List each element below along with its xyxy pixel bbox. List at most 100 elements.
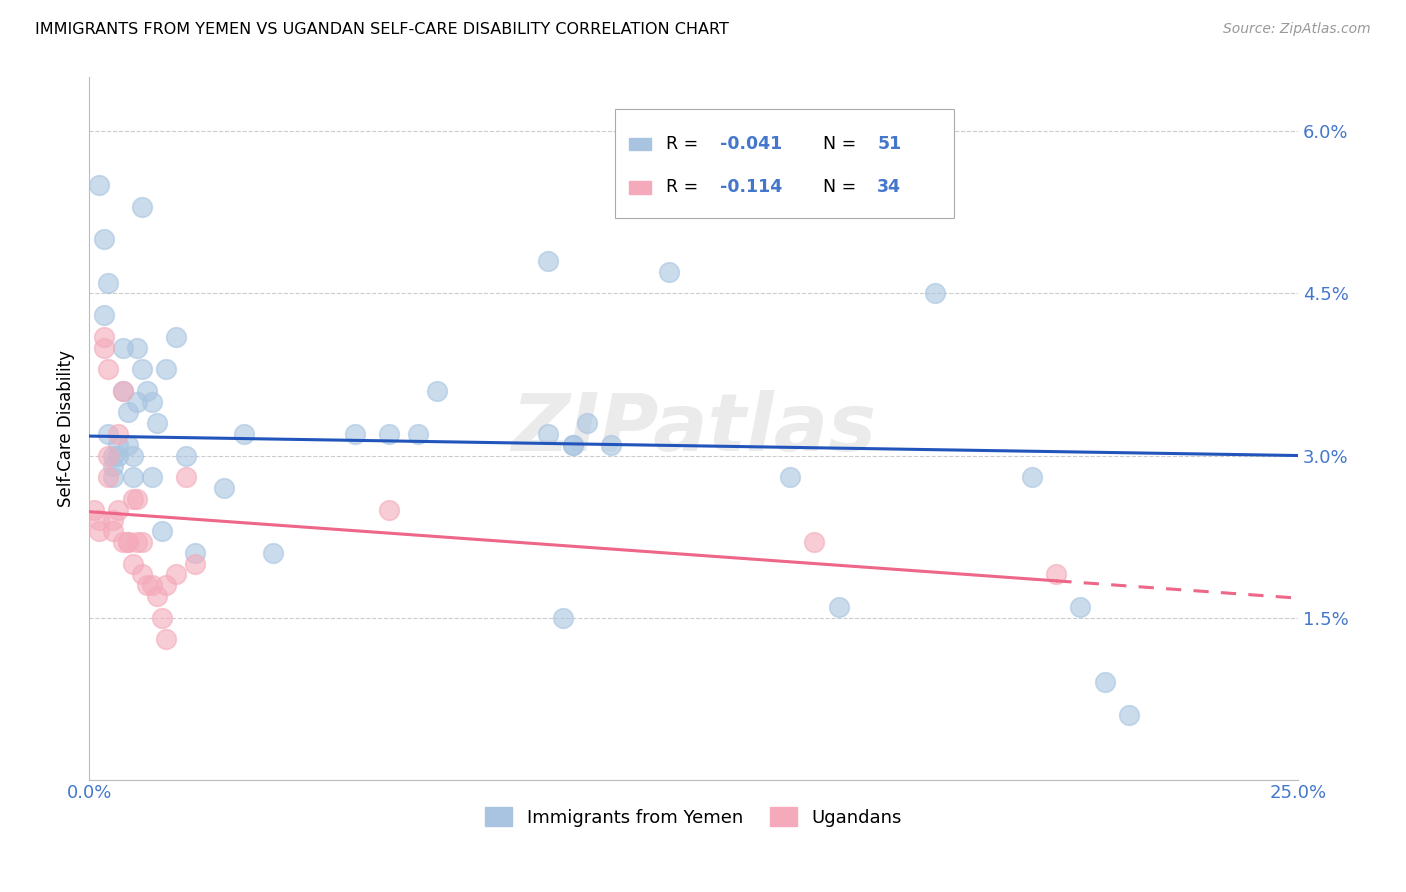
Point: [141, 578, 163, 592]
Point: [83, 502, 105, 516]
Point: [150, 610, 173, 624]
Point: [111, 384, 134, 398]
Point: [87, 524, 110, 538]
FancyBboxPatch shape: [630, 181, 651, 194]
Text: R =: R =: [666, 178, 703, 196]
Text: 34: 34: [877, 178, 901, 196]
Text: N =: N =: [823, 178, 862, 196]
Point: [107, 449, 129, 463]
Point: [803, 535, 825, 549]
Point: [600, 438, 623, 452]
FancyBboxPatch shape: [630, 137, 651, 150]
Point: [1069, 599, 1091, 614]
Point: [658, 265, 681, 279]
Point: [141, 470, 163, 484]
Point: [121, 470, 143, 484]
Point: [136, 384, 159, 398]
Y-axis label: Self-Care Disability: Self-Care Disability: [58, 350, 75, 507]
Point: [378, 426, 401, 441]
Point: [111, 384, 134, 398]
Point: [107, 426, 129, 441]
Point: [127, 394, 149, 409]
Point: [1045, 567, 1067, 582]
Point: [93, 329, 115, 343]
Point: [1094, 675, 1116, 690]
Legend: Immigrants from Yemen, Ugandans: Immigrants from Yemen, Ugandans: [478, 800, 910, 834]
Point: [378, 502, 401, 516]
Point: [87, 513, 110, 527]
Point: [117, 405, 139, 419]
Point: [87, 178, 110, 193]
Point: [93, 232, 115, 246]
Point: [141, 394, 163, 409]
Point: [924, 286, 946, 301]
Point: [131, 567, 153, 582]
Point: [561, 438, 583, 452]
Point: [146, 416, 169, 430]
Point: [97, 470, 120, 484]
Point: [561, 438, 583, 452]
Point: [551, 610, 574, 624]
Point: [537, 426, 560, 441]
Point: [174, 470, 197, 484]
Point: [103, 513, 125, 527]
Text: Source: ZipAtlas.com: Source: ZipAtlas.com: [1223, 22, 1371, 37]
Point: [117, 535, 139, 549]
Point: [165, 329, 187, 343]
Point: [779, 470, 801, 484]
Point: [103, 470, 125, 484]
Point: [107, 502, 129, 516]
Point: [184, 546, 207, 560]
Text: 51: 51: [877, 135, 901, 153]
Point: [117, 438, 139, 452]
Text: IMMIGRANTS FROM YEMEN VS UGANDAN SELF-CARE DISABILITY CORRELATION CHART: IMMIGRANTS FROM YEMEN VS UGANDAN SELF-CA…: [35, 22, 730, 37]
Point: [1021, 470, 1043, 484]
Point: [127, 341, 149, 355]
Text: R =: R =: [666, 135, 703, 153]
Point: [93, 341, 115, 355]
Point: [121, 557, 143, 571]
Point: [97, 449, 120, 463]
Point: [165, 567, 187, 582]
FancyBboxPatch shape: [614, 109, 953, 218]
Point: [97, 276, 120, 290]
Point: [93, 308, 115, 322]
Text: N =: N =: [823, 135, 862, 153]
Point: [155, 632, 177, 647]
Point: [97, 362, 120, 376]
Point: [111, 535, 134, 549]
Point: [155, 578, 177, 592]
Point: [131, 535, 153, 549]
Point: [537, 254, 560, 268]
Point: [121, 449, 143, 463]
Point: [127, 535, 149, 549]
Point: [406, 426, 429, 441]
Point: [150, 524, 173, 538]
Point: [174, 449, 197, 463]
Point: [827, 599, 849, 614]
Point: [121, 491, 143, 506]
Point: [344, 426, 367, 441]
Point: [97, 426, 120, 441]
Point: [184, 557, 207, 571]
Point: [146, 589, 169, 603]
Point: [127, 491, 149, 506]
Point: [103, 449, 125, 463]
Point: [131, 362, 153, 376]
Point: [576, 416, 599, 430]
Point: [103, 459, 125, 474]
Point: [117, 535, 139, 549]
Point: [136, 578, 159, 592]
Point: [262, 546, 284, 560]
Point: [103, 524, 125, 538]
Point: [107, 438, 129, 452]
Point: [155, 362, 177, 376]
Text: -0.114: -0.114: [720, 178, 782, 196]
Point: [131, 200, 153, 214]
Text: ZIPatlas: ZIPatlas: [510, 390, 876, 467]
Point: [214, 481, 236, 495]
Point: [232, 426, 254, 441]
Point: [426, 384, 449, 398]
Text: -0.041: -0.041: [720, 135, 782, 153]
Point: [1118, 707, 1140, 722]
